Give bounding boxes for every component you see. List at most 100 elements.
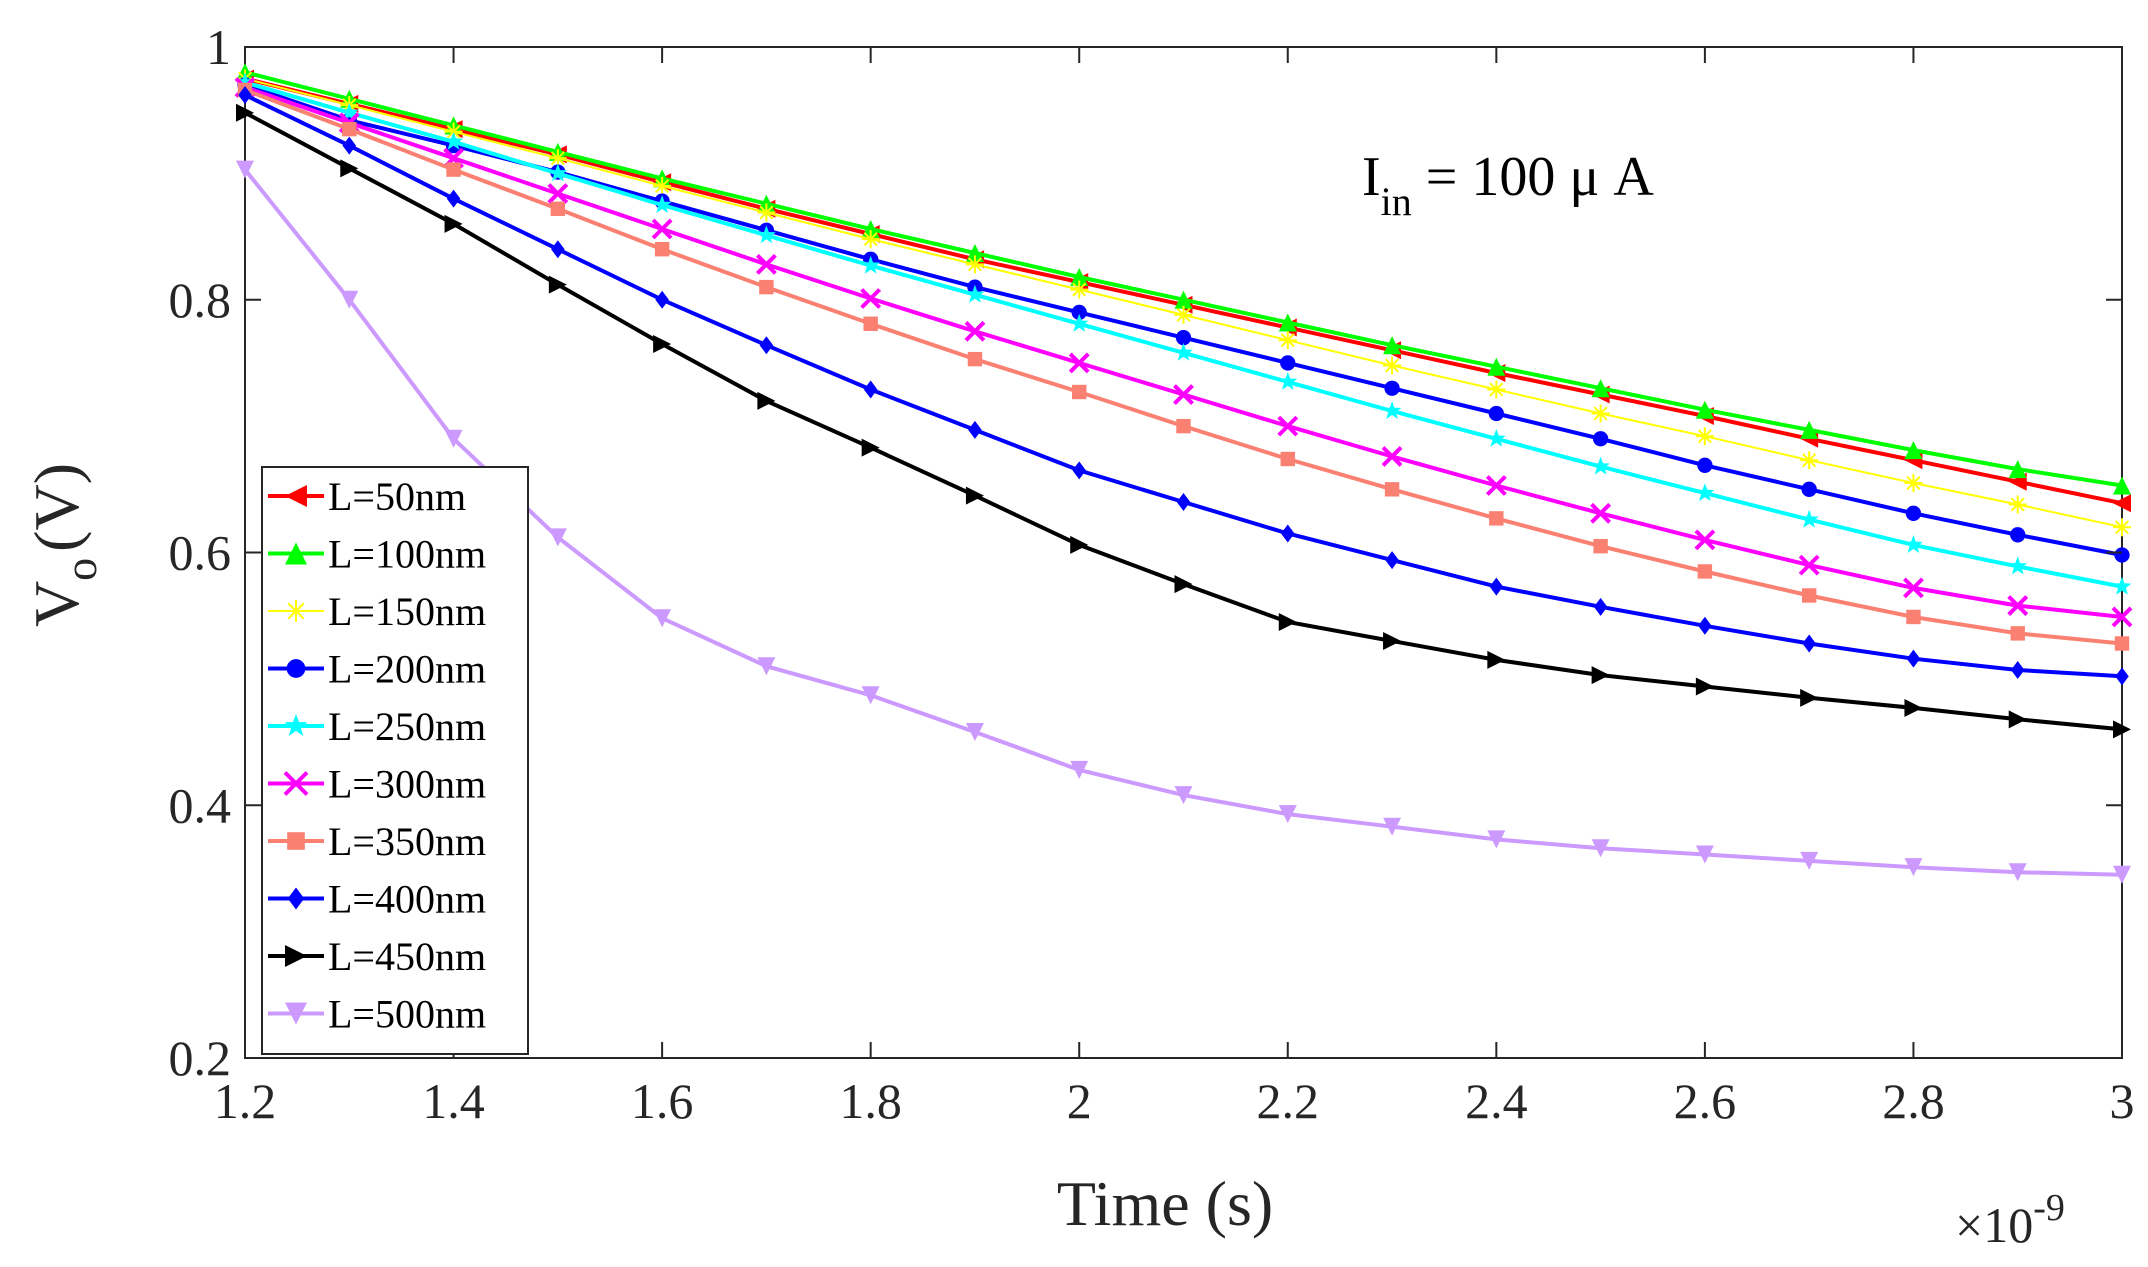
data-point bbox=[444, 122, 463, 141]
data-point bbox=[1591, 839, 1610, 858]
legend-label: L=400nm bbox=[328, 877, 486, 922]
data-point bbox=[339, 102, 359, 121]
data-point bbox=[2112, 576, 2132, 595]
data-point bbox=[1697, 564, 1713, 579]
data-point bbox=[755, 253, 777, 275]
data-point bbox=[1487, 650, 1506, 669]
legend-item: L=350nm bbox=[268, 819, 486, 864]
legend-item: L=500nm bbox=[268, 992, 486, 1037]
legend-item: L=50nm bbox=[268, 474, 466, 519]
data-point bbox=[968, 420, 982, 439]
data-point bbox=[285, 945, 307, 967]
data-point bbox=[655, 290, 669, 309]
data-point bbox=[2007, 595, 2029, 616]
data-point bbox=[1278, 613, 1297, 632]
data-point bbox=[1489, 577, 1504, 596]
svg-text:Iin = 100 μ A: Iin = 100 μ A bbox=[1362, 146, 1654, 224]
data-point bbox=[444, 214, 463, 233]
annotation-sub: in bbox=[1381, 179, 1412, 224]
data-point bbox=[1174, 575, 1193, 594]
x-axis-title: Time (s) bbox=[1057, 1168, 1273, 1239]
data-point bbox=[1488, 405, 1504, 422]
data-point bbox=[1800, 688, 1819, 707]
x-tick-label: 1.2 bbox=[214, 1073, 277, 1129]
data-point bbox=[1487, 380, 1506, 399]
legend-label: L=350nm bbox=[328, 819, 486, 864]
x-tick-label: 2.4 bbox=[1465, 1073, 1528, 1129]
legend-label: L=200nm bbox=[328, 647, 486, 692]
x-tick-label: 2.6 bbox=[1674, 1073, 1737, 1129]
data-point bbox=[1591, 379, 1610, 398]
series-l-400nm bbox=[238, 86, 2129, 686]
data-point bbox=[287, 832, 305, 850]
data-point bbox=[1174, 305, 1193, 324]
data-point bbox=[1489, 511, 1504, 526]
data-point bbox=[1903, 577, 1924, 599]
legend-item: L=300nm bbox=[268, 762, 486, 807]
data-point bbox=[1382, 401, 1402, 419]
data-point bbox=[1384, 380, 1400, 396]
data-point bbox=[1906, 609, 1921, 625]
data-point bbox=[1798, 554, 1820, 576]
data-point bbox=[446, 189, 461, 208]
data-point bbox=[236, 103, 254, 122]
legend-label: L=300nm bbox=[328, 762, 486, 807]
legend-label: L=500nm bbox=[328, 992, 486, 1037]
data-point bbox=[1591, 456, 1610, 475]
annotation-rest: = 100 μ A bbox=[1412, 146, 1655, 208]
data-point bbox=[2008, 556, 2028, 575]
data-point bbox=[757, 225, 776, 244]
svg-text:Vo(V): Vo (V) bbox=[21, 463, 106, 627]
data-point bbox=[235, 72, 255, 91]
exponent-base: ×10 bbox=[1955, 1197, 2033, 1253]
data-point bbox=[1593, 597, 1608, 616]
data-point bbox=[236, 160, 254, 179]
data-point bbox=[2114, 547, 2130, 563]
data-point bbox=[1800, 420, 1819, 439]
data-point bbox=[1697, 457, 1713, 473]
data-point bbox=[1904, 473, 1923, 492]
legend-item: L=400nm bbox=[268, 877, 486, 922]
data-point bbox=[1698, 616, 1712, 635]
data-point bbox=[1278, 331, 1297, 350]
data-point bbox=[1383, 336, 1402, 355]
data-point bbox=[1904, 858, 1923, 877]
data-point bbox=[1591, 404, 1610, 423]
data-point bbox=[1384, 482, 1400, 497]
data-point bbox=[1071, 304, 1087, 321]
series-l-350nm bbox=[237, 82, 2130, 651]
data-point bbox=[1593, 538, 1608, 554]
y-tick-label: 0.4 bbox=[169, 777, 232, 833]
data-point bbox=[759, 336, 774, 355]
data-point bbox=[1383, 356, 1402, 375]
data-point bbox=[342, 121, 357, 137]
legend-label: L=50nm bbox=[328, 474, 466, 519]
data-point bbox=[1070, 280, 1089, 299]
legend-label: L=150nm bbox=[328, 589, 486, 634]
data-point bbox=[651, 218, 673, 240]
data-point bbox=[285, 600, 307, 622]
data-point bbox=[654, 242, 670, 257]
data-point bbox=[238, 86, 252, 105]
y-tick-label: 0.8 bbox=[169, 272, 232, 328]
data-point bbox=[1904, 441, 1923, 460]
data-point bbox=[757, 203, 776, 222]
legend-item: L=150nm bbox=[268, 589, 486, 634]
x-tick-label: 3 bbox=[2110, 1073, 2135, 1129]
data-point bbox=[860, 288, 882, 309]
data-point bbox=[863, 316, 878, 331]
x-tick-label: 2.8 bbox=[1882, 1073, 1945, 1129]
data-point bbox=[653, 177, 672, 196]
x-tick-label: 1.4 bbox=[422, 1073, 485, 1129]
x-axis-label: Time (s) bbox=[1057, 1168, 1273, 1239]
data-point bbox=[965, 255, 984, 274]
data-point bbox=[1278, 805, 1297, 824]
data-point bbox=[548, 528, 567, 547]
data-point bbox=[1800, 851, 1819, 870]
data-point bbox=[1486, 428, 1506, 447]
data-point bbox=[759, 279, 774, 295]
data-point bbox=[444, 131, 463, 150]
data-point bbox=[2113, 720, 2131, 739]
data-point bbox=[965, 284, 985, 303]
